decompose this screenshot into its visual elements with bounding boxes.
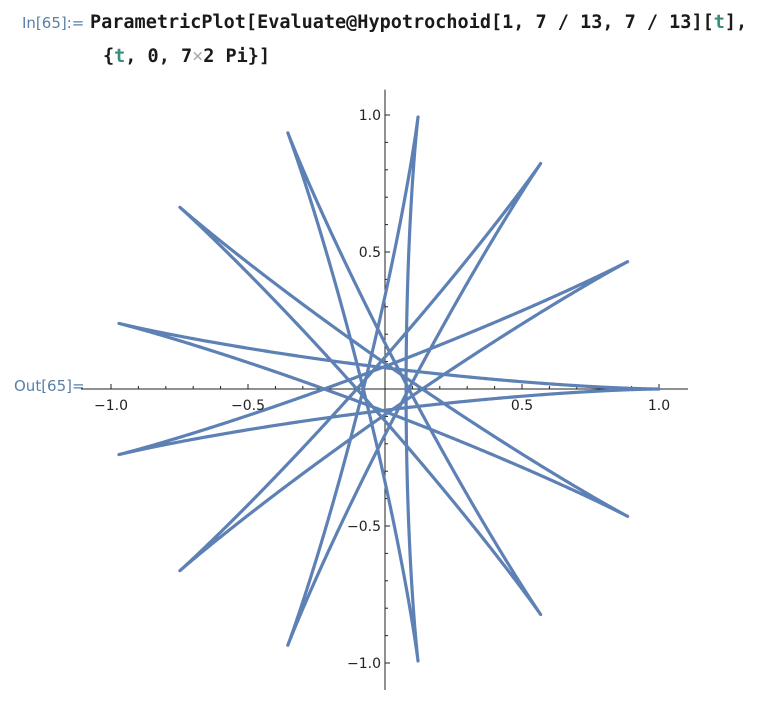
code-line-2-part3: 2 Pi}] [203, 46, 271, 67]
code-line-1-part1: ParametricPlot[Evaluate@Hypotrochoid[1, … [90, 12, 714, 33]
y-tick-label: −1.0 [347, 656, 381, 672]
x-tick-label: 0.5 [511, 398, 533, 414]
code-line-1[interactable]: ParametricPlot[Evaluate@Hypotrochoid[1, … [90, 12, 747, 33]
code-line-1-part2: ], [724, 12, 748, 33]
code-line-2-part1: { [103, 46, 115, 67]
y-tick-label: 0.5 [359, 245, 381, 261]
x-tick-label: −1.0 [94, 398, 128, 414]
code-times-symbol: × [192, 46, 204, 67]
hypotrochoid-curve [117, 115, 661, 663]
x-tick-label: 1.0 [648, 398, 670, 414]
code-line-2-variable: t [114, 46, 126, 67]
x-tick-label: −0.5 [231, 398, 265, 414]
tick-layer: −1.0 −0.5 0.5 1.0 1.0 0.5 −0.5 −1.0 [94, 108, 670, 672]
output-label: Out[65]= [14, 377, 85, 395]
curve-layer [117, 115, 661, 663]
y-tick-label: 1.0 [359, 108, 381, 124]
code-line-1-variable: t [713, 12, 725, 33]
y-tick-label: −0.5 [347, 519, 381, 535]
code-line-2[interactable]: {t, 0, 7×2 Pi}] [103, 46, 270, 67]
code-line-2-part2: , 0, 7 [125, 46, 193, 67]
input-label: In[65]:= [22, 14, 85, 32]
